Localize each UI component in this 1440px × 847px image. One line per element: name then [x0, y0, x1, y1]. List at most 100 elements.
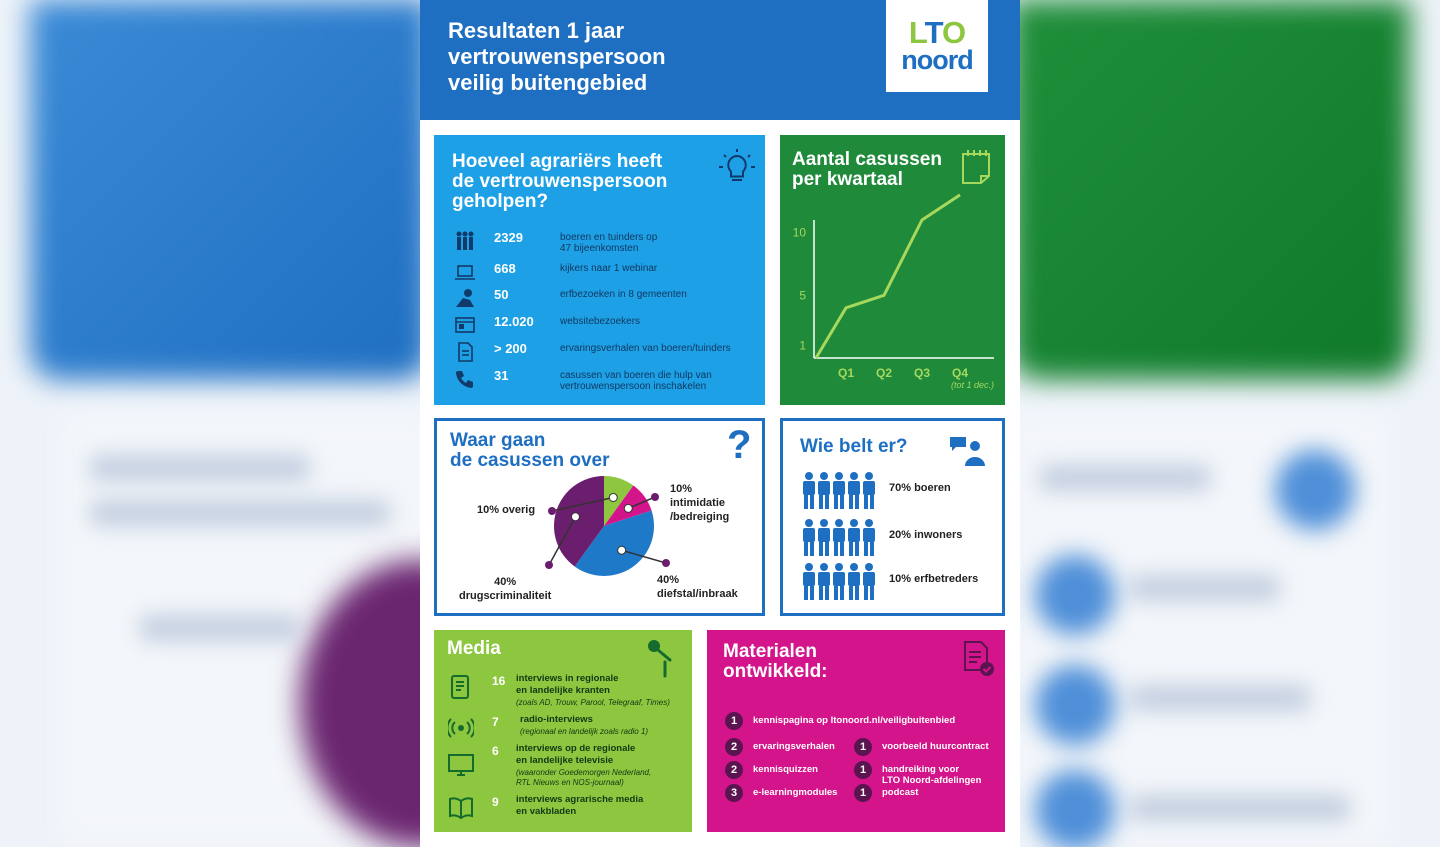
- question-mark-icon: ?: [727, 423, 752, 467]
- stat-description: boeren en tuinders op 47 bijeenkomsten: [560, 232, 658, 254]
- materials-item: 1 podcast: [854, 784, 999, 802]
- who-label: 20% inwoners: [889, 529, 963, 541]
- stat-description: kijkers naar 1 webinar: [560, 263, 658, 274]
- stat-number: 12.020: [494, 314, 534, 329]
- people-group-icon: [803, 563, 875, 600]
- lto-noord-logo: LTO noord: [886, 0, 988, 92]
- count-badge: 2: [725, 761, 743, 779]
- media-subtext: (waaronder Goedemorgen Nederland, RTL Ni…: [516, 768, 652, 787]
- pie-label-overig: 10% overig: [477, 504, 536, 516]
- stat-number: 2329: [494, 230, 523, 245]
- who-label: 10% erfbetreders: [889, 573, 979, 585]
- pie-slice-diefstal: [574, 510, 654, 576]
- materials-text: podcast: [882, 787, 919, 798]
- document-icon: [458, 342, 473, 362]
- pie-leader-end: [662, 559, 670, 567]
- stat-row: 12.020 websitebezoekers: [454, 314, 754, 340]
- stat-description: casussen van boeren die hulp van vertrou…: [560, 370, 712, 392]
- people-group-icon: [803, 472, 875, 509]
- stat-description: websitebezoekers: [560, 316, 641, 327]
- pie-leader-dot: [623, 503, 633, 513]
- cases-panel: Waar gaan de casussen over ? 10% overig …: [434, 418, 765, 616]
- pie-leader-line: [551, 496, 614, 512]
- materials-item: 2 kennisquizzen: [725, 761, 855, 779]
- book-icon: [449, 797, 473, 820]
- materials-text: e-learningmodules: [753, 787, 838, 798]
- media-text: interviews in regionale en landelijke kr…: [516, 673, 619, 696]
- stat-row: 668 kijkers naar 1 webinar: [454, 261, 754, 287]
- who-row: 70% boeren: [801, 471, 1001, 511]
- pie-leader-line: [627, 496, 656, 510]
- pie-leader-end: [545, 561, 553, 569]
- notepad-icon: [962, 150, 990, 184]
- pie-leader-line: [548, 516, 577, 566]
- count-badge: 2: [725, 738, 743, 756]
- stat-number: > 200: [494, 341, 527, 356]
- materials-item: 1 kennispagina op ltonoord.nl/veiligbuit…: [725, 712, 985, 730]
- x-tick-label: Q2: [876, 366, 892, 380]
- newspaper-icon: [451, 675, 469, 699]
- media-text: interviews agrarische media en vakbladen: [516, 794, 644, 817]
- materials-text: kennispagina op ltonoord.nl/veiligbuiten…: [753, 715, 956, 726]
- media-row: 16 interviews in regionale en landelijke…: [448, 673, 688, 714]
- browser-icon: [455, 317, 475, 333]
- who-row: 10% erfbetreders: [801, 562, 1001, 602]
- count-badge: 1: [725, 712, 743, 730]
- materials-panel: Materialen ontwikkeld: 1 kennispagina op…: [707, 630, 1005, 832]
- y-tick-label: 1: [799, 338, 806, 352]
- microphone-icon: [648, 640, 672, 678]
- help-title: Hoeveel agrariërs heeft de vertrouwenspe…: [452, 151, 668, 212]
- pie-chart: [545, 476, 670, 576]
- materials-item: 1 handreiking voor LTO Noord-afdelingen: [854, 761, 999, 786]
- who-panel: Wie belt er? 70% boeren 20% inwoners 10%…: [780, 418, 1005, 616]
- media-text: radio-interviews: [520, 714, 593, 725]
- media-number: 9: [492, 795, 499, 809]
- media-number: 6: [492, 744, 499, 758]
- media-subtext: (regionaal en landelijk zoals radio 1): [520, 727, 649, 736]
- stat-number: 668: [494, 261, 516, 276]
- media-row: 6 interviews op de regionale en landelij…: [448, 743, 688, 794]
- line-chart: 1 5 10 Q1 Q2 Q3 Q4(tot 1 dec.): [793, 193, 994, 390]
- count-badge: 1: [854, 761, 872, 779]
- pie-label-intimidatie: 10% intimidatie /bedreiging: [670, 483, 730, 523]
- infographic-poster: Resultaten 1 jaar vertrouwenspersoon vei…: [420, 0, 1020, 847]
- chart-panel: Aantal casussen per kwartaal 1 5 10 Q1 Q2 Q3 Q…: [780, 135, 1005, 405]
- lightbulb-icon: [719, 149, 755, 181]
- who-label: 70% boeren: [889, 482, 951, 494]
- header: Resultaten 1 jaar vertrouwenspersoon vei…: [420, 0, 1020, 120]
- chart-note: (tot 1 dec.): [951, 380, 994, 390]
- stat-number: 31: [494, 368, 509, 383]
- radio-icon: [448, 718, 474, 738]
- count-badge: 1: [854, 784, 872, 802]
- pie-label-drugs: 40% drugscriminaliteit: [459, 576, 552, 602]
- who-row: 20% inwoners: [801, 518, 1001, 558]
- stat-row: > 200 ervaringsverhalen van boeren/tuind…: [454, 341, 754, 367]
- handshake-icon: [456, 289, 474, 307]
- stat-description: erfbezoeken in 8 gemeenten: [560, 289, 687, 300]
- tv-icon: [448, 754, 474, 776]
- people-group-icon: [803, 519, 875, 556]
- phone-icon: [456, 371, 473, 388]
- cases-title: Waar gaan de casussen over: [450, 430, 610, 471]
- chart-title: Aantal casussen per kwartaal: [792, 149, 942, 190]
- pie-label-diefstal: 40% diefstal/inbraak: [657, 574, 738, 600]
- stat-number: 50: [494, 287, 509, 302]
- media-subtext: (zoals AD, Trouw, Parool, Telegraaf, Tim…: [516, 698, 670, 707]
- count-badge: 1: [854, 738, 872, 756]
- media-text: interviews op de regionale en landelijke…: [516, 743, 636, 766]
- chat-people-icon: [950, 437, 985, 466]
- pie-leader-end: [651, 493, 659, 501]
- x-tick-label: Q1: [838, 366, 854, 380]
- y-tick-label: 5: [799, 288, 806, 302]
- stat-row: 31 casussen van boeren die hulp van vert…: [454, 368, 754, 394]
- media-number: 7: [492, 715, 499, 729]
- series-line: [814, 193, 961, 359]
- y-tick-label: 10: [793, 226, 807, 240]
- pie-slice-overig: [604, 476, 634, 526]
- who-title: Wie belt er?: [800, 436, 908, 457]
- materials-item: 3 e-learningmodules: [725, 784, 855, 802]
- pie-leader-dot: [617, 545, 627, 555]
- materials-text: kennisquizzen: [753, 764, 818, 775]
- x-tick-label: Q3: [914, 366, 930, 380]
- materials-text: handreiking voor LTO Noord-afdelingen: [882, 764, 982, 786]
